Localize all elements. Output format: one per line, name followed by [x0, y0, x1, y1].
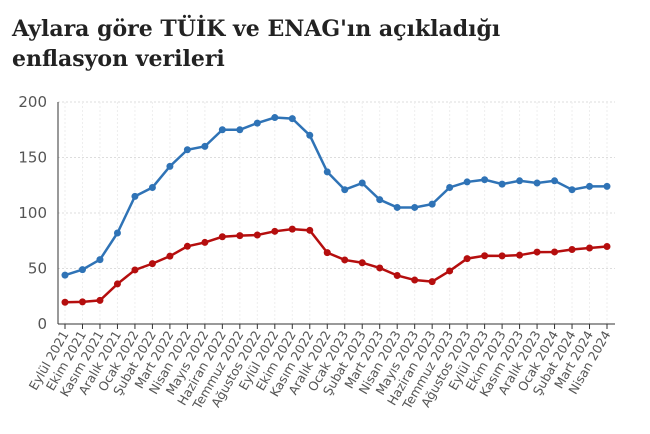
- point: [253, 231, 261, 239]
- point: [288, 115, 296, 123]
- point: [341, 256, 349, 264]
- point: [568, 246, 576, 254]
- point: [131, 192, 139, 200]
- point: [218, 233, 226, 241]
- point: [428, 278, 436, 286]
- y-tick-label: 200: [18, 93, 47, 111]
- point: [411, 203, 419, 211]
- point: [568, 186, 576, 194]
- chart-title: Aylara göre TÜİK ve ENAG'ın açıkladığı: [11, 14, 500, 42]
- point: [498, 252, 506, 260]
- point: [271, 114, 279, 122]
- point: [551, 248, 559, 256]
- point: [61, 298, 69, 306]
- point: [481, 252, 489, 260]
- point: [428, 200, 436, 208]
- point: [201, 142, 209, 150]
- point: [78, 298, 86, 306]
- point: [393, 271, 401, 279]
- point: [533, 179, 541, 187]
- point: [306, 131, 314, 139]
- y-tick-label: 0: [37, 315, 47, 333]
- point: [376, 196, 384, 204]
- point: [393, 203, 401, 211]
- point: [341, 186, 349, 194]
- point: [113, 280, 121, 288]
- point: [218, 126, 226, 134]
- point: [323, 168, 331, 176]
- point: [463, 255, 471, 263]
- point: [463, 178, 471, 186]
- point: [183, 242, 191, 250]
- point: [78, 266, 86, 274]
- point: [236, 232, 244, 240]
- point: [113, 229, 121, 237]
- point: [96, 256, 104, 264]
- point: [201, 238, 209, 246]
- point: [411, 276, 419, 284]
- point: [358, 179, 366, 187]
- point: [446, 267, 454, 275]
- point: [358, 259, 366, 267]
- point: [236, 126, 244, 134]
- point: [148, 260, 156, 268]
- point: [586, 182, 594, 190]
- point: [533, 248, 541, 256]
- point: [148, 183, 156, 191]
- point: [271, 227, 279, 235]
- point: [166, 252, 174, 260]
- point: [603, 182, 611, 190]
- y-tick-label: 100: [18, 204, 47, 222]
- point: [166, 162, 174, 170]
- point: [498, 180, 506, 188]
- point: [61, 271, 69, 279]
- chart-title: enflasyon verileri: [12, 46, 225, 72]
- point: [323, 249, 331, 257]
- point: [288, 225, 296, 233]
- point: [376, 264, 384, 272]
- point: [481, 176, 489, 184]
- point: [551, 177, 559, 185]
- point: [516, 177, 524, 185]
- point: [131, 266, 139, 274]
- series-line: [64, 227, 608, 304]
- point: [306, 226, 314, 234]
- point: [603, 243, 611, 251]
- point: [253, 119, 261, 127]
- point: [586, 244, 594, 252]
- point: [96, 296, 104, 304]
- point: [446, 183, 454, 191]
- y-tick-label: 50: [28, 260, 47, 278]
- point: [183, 146, 191, 154]
- series-line: [64, 116, 607, 277]
- point: [516, 251, 524, 259]
- y-tick-label: 150: [18, 149, 47, 167]
